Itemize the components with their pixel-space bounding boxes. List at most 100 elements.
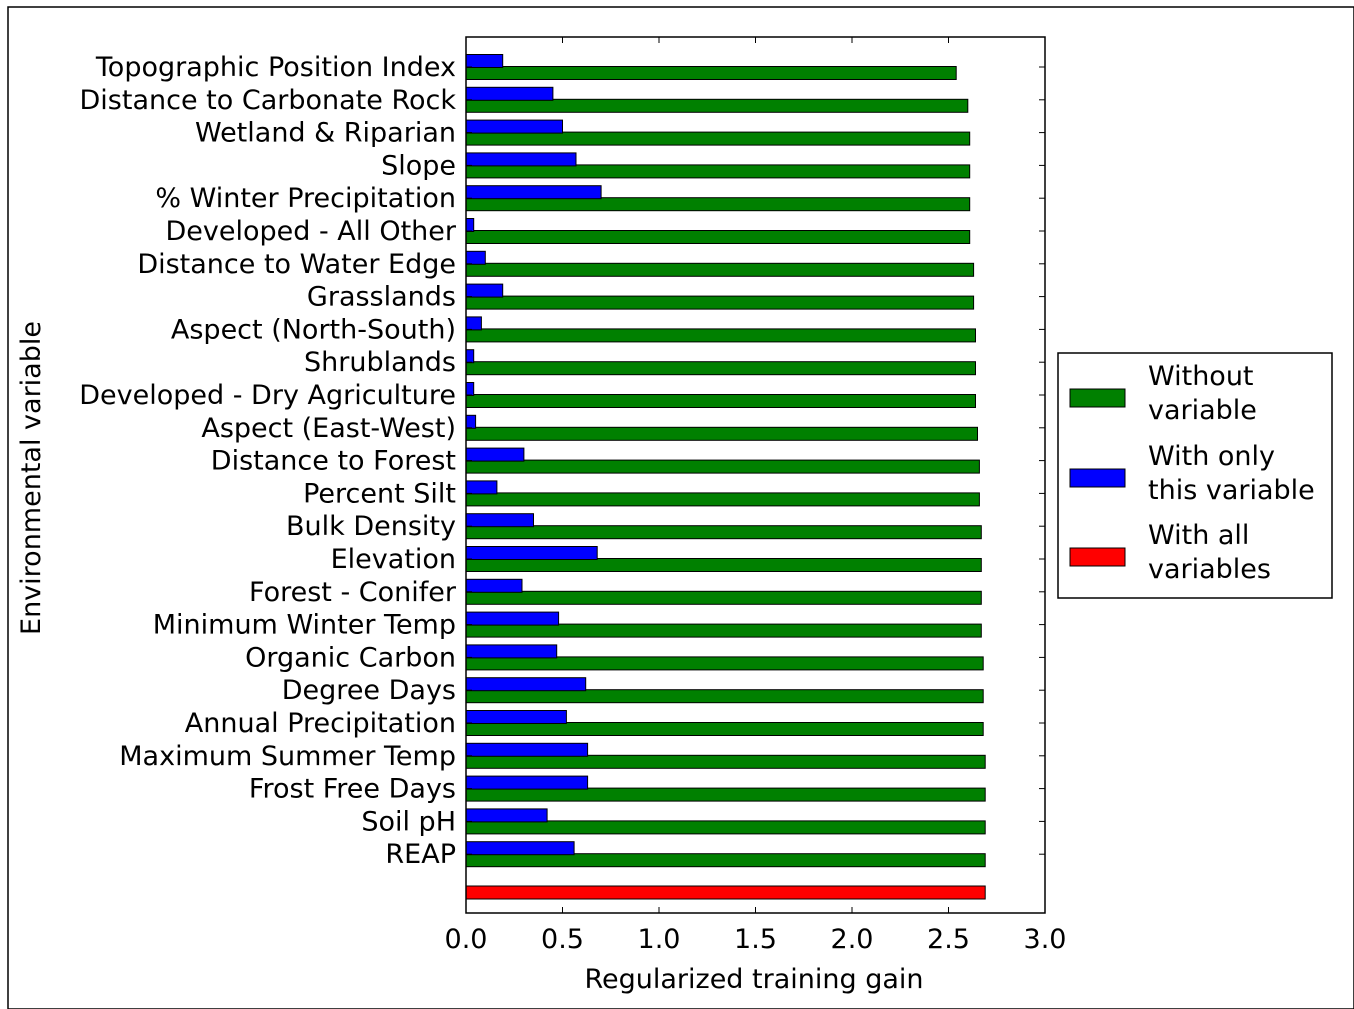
category-label: Distance to Forest	[211, 446, 456, 477]
y-axis-label: Environmental variable	[16, 321, 47, 635]
category-label: Bulk Density	[286, 511, 456, 542]
legend-entry-label: Without variable	[1148, 361, 1257, 426]
bar-with-only-variable	[465, 808, 548, 823]
legend-entry-label: With only this variable	[1148, 441, 1315, 506]
bar-with-only-variable	[465, 218, 475, 232]
x-tick-label: 2.5	[927, 924, 970, 955]
bar-without-variable	[465, 525, 982, 540]
bar-with-only-variable	[465, 185, 602, 200]
x-tick-label: 0.5	[541, 924, 584, 955]
bar-without-variable	[465, 656, 984, 671]
bar-without-variable	[465, 164, 971, 179]
x-tick-label: 1.0	[638, 924, 681, 955]
category-label: Developed - All Other	[165, 216, 456, 247]
category-label: Aspect (North-South)	[171, 314, 456, 345]
bar-with-only-variable	[465, 382, 475, 396]
bar-without-variable	[465, 262, 975, 277]
bar-with-only-variable	[465, 54, 504, 68]
bar-with-only-variable	[465, 742, 589, 757]
x-tick-label: 1.5	[734, 924, 777, 955]
bar-without-variable	[465, 295, 975, 310]
bar-without-variable	[465, 394, 976, 408]
bar-with-only-variable	[465, 513, 534, 528]
bar-without-variable	[465, 131, 971, 146]
legend-entry-line: With all	[1148, 520, 1249, 551]
category-label: Shrublands	[304, 347, 456, 378]
category-label: Wetland & Riparian	[195, 118, 456, 149]
x-axis-label: Regularized training gain	[584, 964, 923, 995]
bar-with-only-variable	[465, 414, 477, 429]
bar-without-variable	[465, 623, 982, 638]
category-label: Developed - Dry Agriculture	[79, 380, 456, 411]
legend-swatch	[1069, 547, 1126, 567]
bar-without-variable	[465, 66, 957, 80]
bar-with-only-variable	[465, 119, 563, 134]
category-label: Slope	[381, 150, 456, 181]
category-label: Forest - Conifer	[249, 577, 457, 608]
bar-with-only-variable	[465, 841, 575, 856]
x-tick-label: 2.0	[831, 924, 874, 955]
category-label: Percent Silt	[303, 478, 456, 509]
category-label: Maximum Summer Temp	[119, 741, 456, 772]
bar-without-variable	[465, 754, 986, 769]
category-label: Minimum Winter Temp	[153, 610, 456, 641]
bar-without-variable	[465, 361, 976, 376]
category-label: % Winter Precipitation	[155, 183, 456, 214]
category-label: Soil pH	[361, 806, 456, 837]
axes-frame	[465, 36, 1046, 914]
legend-entry-line: Without	[1148, 361, 1254, 392]
bar-with-only-variable	[465, 644, 558, 659]
bar-with-only-variable	[465, 710, 567, 724]
category-label: Organic Carbon	[245, 642, 456, 673]
category-label: Topographic Position Index	[95, 52, 456, 83]
bar-with-only-variable	[465, 480, 498, 495]
category-label: Distance to Carbonate Rock	[80, 85, 457, 116]
x-tick-label: 0.0	[445, 924, 488, 955]
legend-swatch	[1069, 468, 1126, 488]
category-label: Grasslands	[307, 282, 456, 313]
category-label: REAP	[385, 839, 456, 870]
bar-with-only-variable	[465, 316, 482, 331]
bar-with-only-variable	[465, 283, 504, 298]
bar-without-variable	[465, 197, 971, 212]
bar-without-variable	[465, 820, 986, 835]
bar-with-only-variable	[465, 250, 486, 265]
legend-entry-label: With all variables	[1148, 520, 1271, 585]
bar-without-variable	[465, 426, 978, 441]
bar-without-variable	[465, 722, 984, 736]
legend-entry-line: variables	[1148, 554, 1271, 585]
legend-entry-line: With only	[1148, 441, 1275, 472]
bar-with-only-variable	[465, 677, 587, 692]
bar-with-only-variable	[465, 611, 560, 626]
bar-with-all-variables	[465, 885, 986, 900]
bar-with-only-variable	[465, 86, 554, 101]
legend-swatch	[1069, 388, 1126, 408]
bar-with-only-variable	[465, 349, 475, 364]
category-label: Frost Free Days	[249, 774, 456, 805]
legend-entry-line: this variable	[1148, 475, 1315, 506]
x-tick-label: 3.0	[1024, 924, 1067, 955]
bar-without-variable	[465, 98, 969, 113]
bar-without-variable	[465, 328, 976, 343]
bar-without-variable	[465, 590, 982, 605]
category-label: Aspect (East-West)	[201, 413, 456, 444]
category-label: Elevation	[331, 544, 456, 575]
category-label: Annual Precipitation	[185, 708, 456, 739]
bar-with-only-variable	[465, 152, 577, 167]
bar-with-only-variable	[465, 546, 598, 560]
bar-without-variable	[465, 787, 986, 802]
category-label: Degree Days	[282, 675, 456, 706]
bar-with-only-variable	[465, 447, 525, 462]
bar-without-variable	[465, 459, 980, 474]
bar-without-variable	[465, 689, 984, 704]
category-label: Distance to Water Edge	[137, 249, 456, 280]
legend-entry-line: variable	[1148, 395, 1257, 426]
bar-with-only-variable	[465, 578, 523, 593]
bar-without-variable	[465, 230, 971, 244]
bar-without-variable	[465, 492, 980, 507]
bar-with-only-variable	[465, 775, 589, 790]
bar-without-variable	[465, 853, 986, 868]
